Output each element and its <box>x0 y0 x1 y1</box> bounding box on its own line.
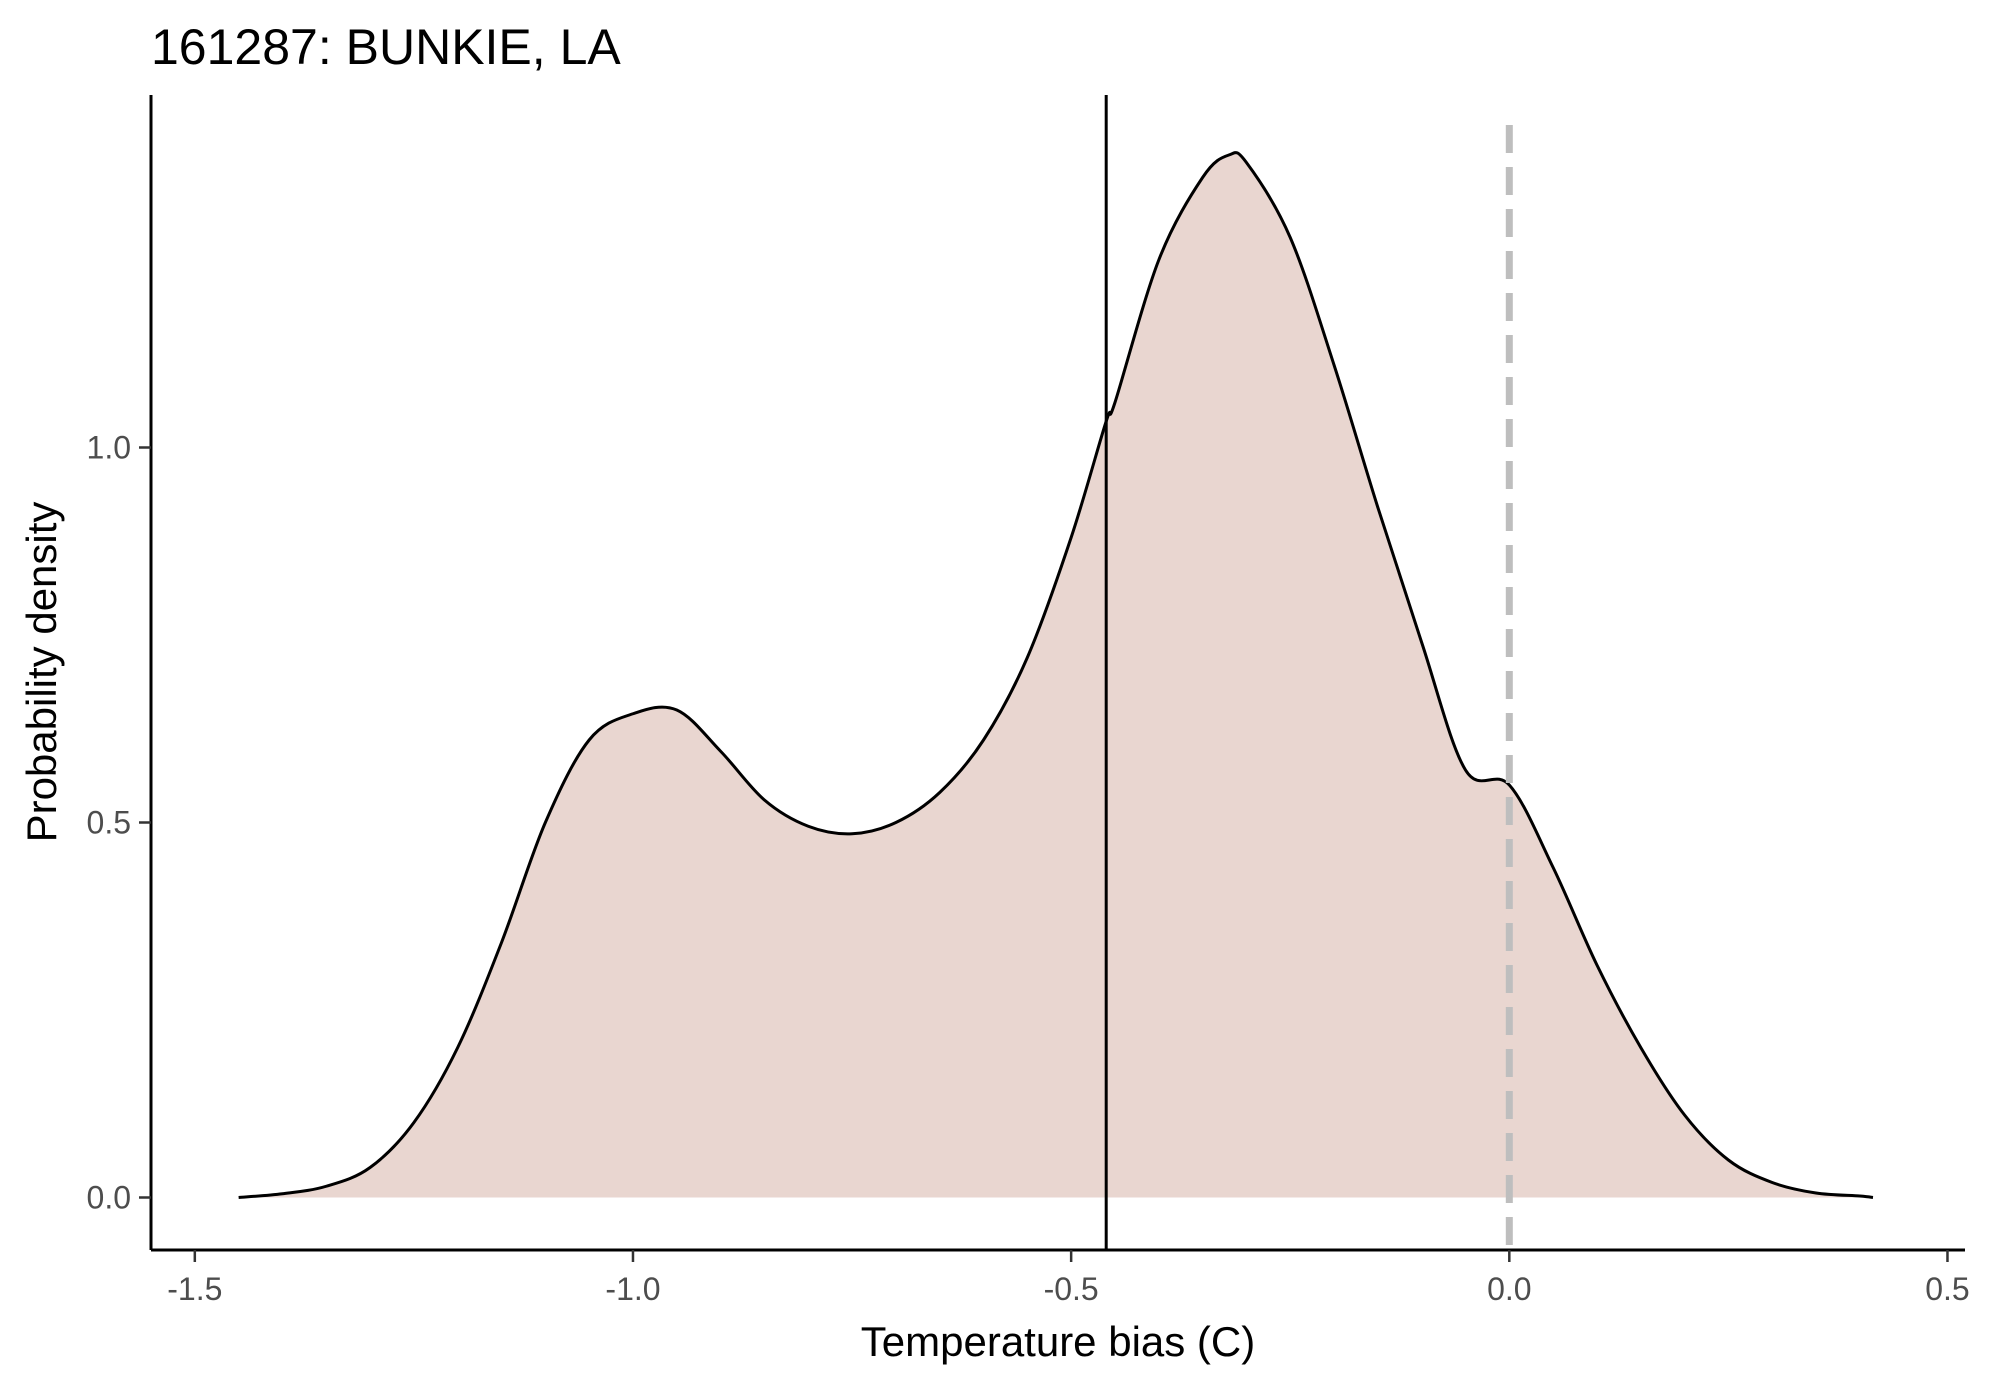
y-tick-label: 0.5 <box>87 805 131 841</box>
axes <box>139 95 1965 1262</box>
x-tick-label: 0.0 <box>1487 1271 1531 1307</box>
y-tick-label: 1.0 <box>87 430 131 466</box>
x-tick-label: -0.5 <box>1044 1271 1099 1307</box>
tick-labels: -1.5 -1.0 -0.5 0.0 0.5 0.0 0.5 1.0 <box>87 430 1970 1308</box>
plot-area <box>238 95 1874 1250</box>
density-line <box>238 151 1874 1199</box>
x-axis-title: Temperature bias (C) <box>861 1318 1255 1365</box>
x-tick-label: -1.5 <box>167 1271 222 1307</box>
x-tick-label: 0.5 <box>1925 1271 1969 1307</box>
x-tick-label: -1.0 <box>605 1271 660 1307</box>
y-tick-label: 0.0 <box>87 1180 131 1216</box>
y-axis-title: Probability density <box>18 502 65 843</box>
chart-title: 161287: BUNKIE, LA <box>151 19 621 75</box>
density-area <box>238 152 1873 1198</box>
